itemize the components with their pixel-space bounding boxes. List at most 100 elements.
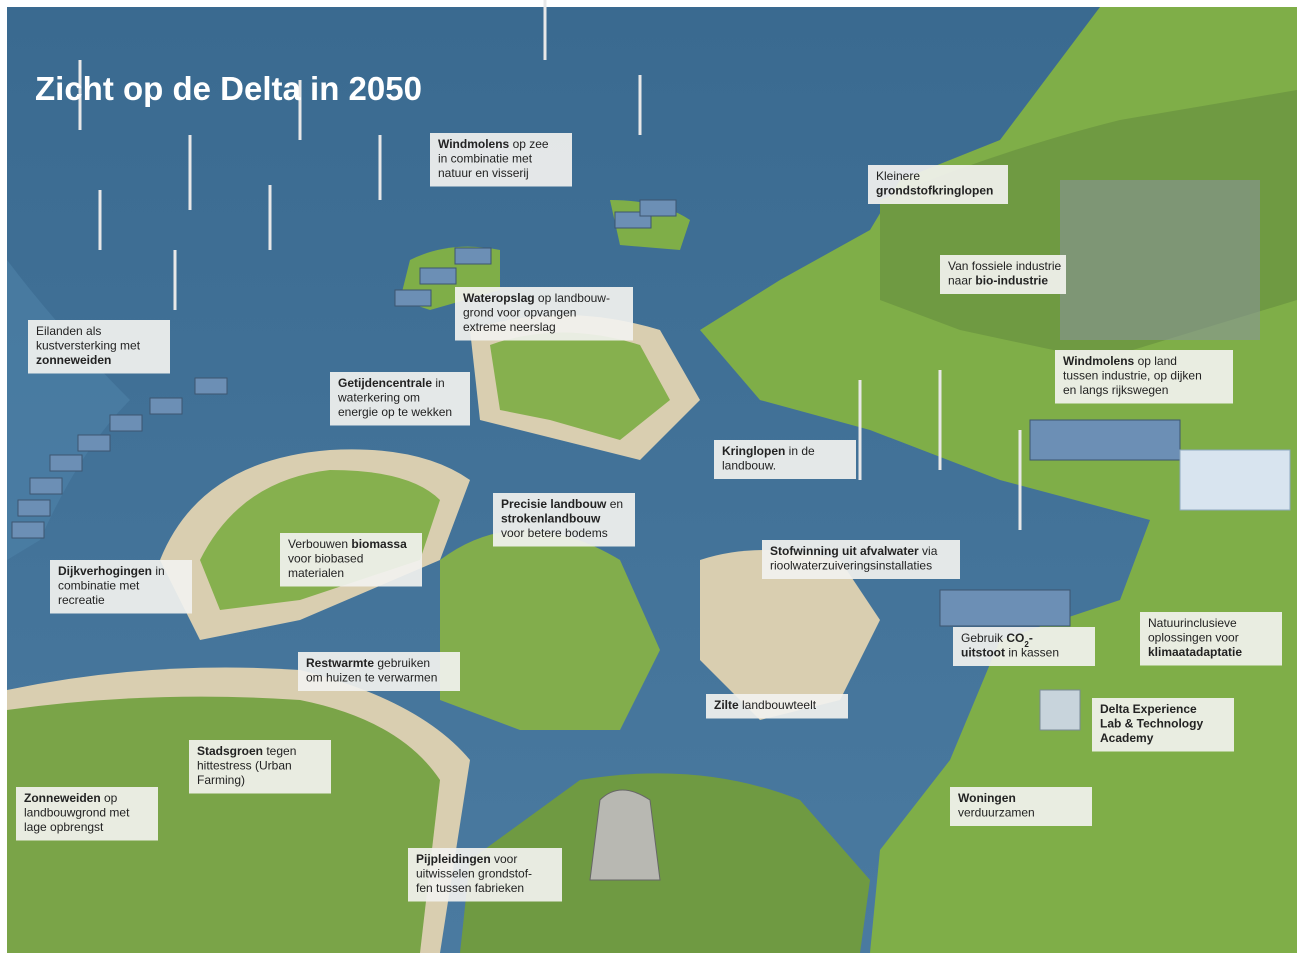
text-run: bio-industrie (975, 274, 1048, 288)
text-run: Academy (1100, 731, 1154, 745)
callout-line: Stofwinning uit afvalwater via (770, 544, 938, 558)
callout-line: Windmolens op land (1063, 354, 1177, 368)
text-run: Lab & Technology (1100, 717, 1203, 731)
callout-line: strokenlandbouw (501, 512, 601, 526)
text-run: op land (1134, 354, 1177, 368)
callout-line: natuur en visserij (438, 166, 529, 180)
callout-line: Van fossiele industrie (948, 259, 1062, 273)
text-run: op landbouw- (535, 291, 610, 305)
title: Zicht op de Delta in 2050 (35, 70, 422, 107)
text-run: tussen industrie, op dijken (1063, 369, 1202, 383)
text-run: grondstofkringlopen (876, 184, 993, 198)
text-run: voor (491, 852, 518, 866)
callout-line: Zilte landbouwteelt (714, 698, 817, 712)
callout-line: recreatie (58, 593, 105, 607)
callout-line: waterkering om (337, 391, 420, 405)
callout-line: hittestress (Urban (197, 759, 292, 773)
text-run: Delta Experience (1100, 702, 1197, 716)
text-run: in combinatie met (438, 152, 533, 166)
callout-line: oplossingen voor (1148, 631, 1239, 645)
callout-line: extreme neerslag (463, 320, 556, 334)
text-run: Kringlopen (722, 444, 785, 458)
callout: Gebruik CO2-uitstoot in kassen (953, 627, 1095, 666)
callout-line: landbouwgrond met (24, 806, 130, 820)
callout: Zilte landbouwteelt (706, 694, 848, 719)
text-run: tegen (263, 744, 296, 758)
text-run: Windmolens (1063, 354, 1135, 368)
text-run: klimaatadaptatie (1148, 645, 1242, 659)
text-run: op (101, 791, 118, 805)
callout-line: landbouw. (722, 459, 776, 473)
callout-line: Windmolens op zee (438, 137, 549, 151)
text-run: landbouwteelt (739, 698, 817, 712)
text-run: in kassen (1005, 646, 1059, 660)
text-run: Zonneweiden (24, 791, 101, 805)
text-run: zonneweiden (36, 353, 111, 367)
callout: Wateropslag op landbouw-grond voor opvan… (455, 287, 633, 341)
callout-line: rioolwaterzuiveringsinstallaties (770, 559, 932, 573)
text-run: Gebruik (961, 631, 1006, 645)
callout-line: Woningen (958, 791, 1016, 805)
text-run: verduurzamen (958, 806, 1035, 820)
callout-line: en langs rijkswegen (1063, 383, 1168, 397)
callout-line: Academy (1100, 731, 1154, 745)
text-run: Stofwinning uit afvalwater (770, 544, 919, 558)
text-run: voor biobased (288, 552, 363, 566)
callout-line: Pijpleidingen voor (416, 852, 517, 866)
text-run: Eilanden als (36, 324, 101, 338)
text-run: in (432, 376, 445, 390)
text-run: Windmolens (438, 137, 510, 151)
text-run: hittestress (Urban (197, 759, 292, 773)
text-run: grond voor opvangen (463, 306, 576, 320)
text-run: Restwarmte (306, 656, 374, 670)
background (7, 0, 1297, 953)
text-run: Van fossiele industrie (948, 259, 1062, 273)
text-run: biomassa (351, 537, 407, 551)
callout: Dijkverhogingen incombinatie metrecreati… (50, 560, 192, 614)
callout: Verbouwen biomassavoor biobasedmateriale… (280, 533, 422, 587)
text-run: kustversterking met (36, 339, 141, 353)
text-run: Stadsgroen (197, 744, 263, 758)
text-run: - (1029, 631, 1033, 645)
callout-line: uitwisselen grondstof- (416, 867, 532, 881)
text-run: en langs rijkswegen (1063, 383, 1168, 397)
callout-line: Getijdencentrale in (338, 376, 445, 390)
text-run: op zee (509, 137, 549, 151)
map: Zicht op de Delta in 2050 Windmolens op … (0, 0, 1300, 958)
text-run: materialen (288, 566, 344, 580)
callout-line: voor biobased (288, 552, 363, 566)
text-run: landbouwgrond met (24, 806, 130, 820)
callout-line: klimaatadaptatie (1148, 645, 1242, 659)
callout: Delta ExperienceLab & TechnologyAcademy (1092, 698, 1234, 752)
callout-line: Delta Experience (1100, 702, 1197, 716)
callout-line: Wateropslag op landbouw- (463, 291, 610, 305)
callout-line: naar bio-industrie (948, 274, 1048, 288)
callout: Windmolens op landtussen industrie, op d… (1055, 350, 1233, 404)
callout-line: Zonneweiden op (24, 791, 118, 805)
text-run: Woningen (958, 791, 1016, 805)
callout-line: grond voor opvangen (463, 306, 576, 320)
text-run: Precisie landbouw (501, 497, 607, 511)
text-run: Wateropslag (463, 291, 535, 305)
text-run: fen tussen fabrieken (416, 881, 524, 895)
callout-line: combinatie met (58, 579, 140, 593)
text-run: om huizen te verwarmen (306, 671, 437, 685)
text-run: uitwisselen grondstof- (416, 867, 532, 881)
callout-line: materialen (288, 566, 344, 580)
callout-line: verduurzamen (958, 806, 1035, 820)
callout-line: energie op te wekken (338, 405, 452, 419)
text-run: Zilte (714, 698, 739, 712)
text-run: gebruiken (374, 656, 430, 670)
callout-line: voor betere bodems (501, 526, 608, 540)
callout-line: grondstofkringlopen (876, 184, 993, 198)
text-run: energie op te wekken (338, 405, 452, 419)
text-run: extreme neerslag (463, 320, 556, 334)
callout-line: zonneweiden (36, 353, 111, 367)
